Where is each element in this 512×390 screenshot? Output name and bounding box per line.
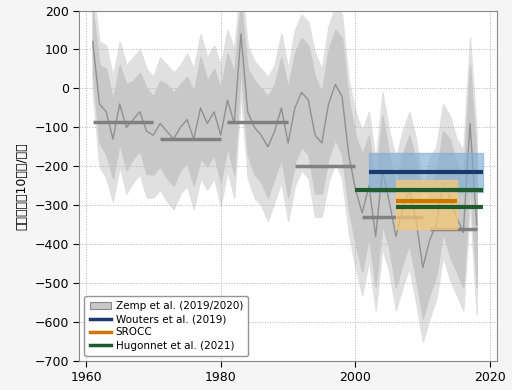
Y-axis label: 质量变化（10亿吨/年）: 质量变化（10亿吨/年） bbox=[16, 142, 29, 230]
Legend: Zemp et al. (2019/2020), Wouters et al. (2019), SROCC, Hugonnet et al. (2021): Zemp et al. (2019/2020), Wouters et al. … bbox=[84, 296, 248, 356]
